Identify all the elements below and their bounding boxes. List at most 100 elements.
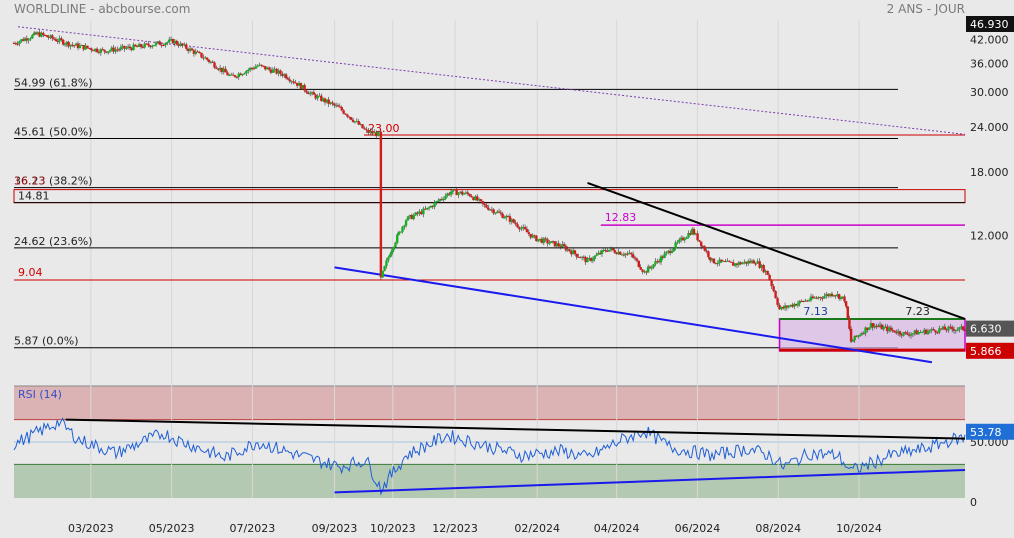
candle-body (896, 331, 900, 334)
candle-body (88, 47, 91, 49)
candle-body (924, 329, 928, 334)
candle-body (941, 326, 945, 329)
candle-body (641, 269, 644, 272)
candle-body (112, 47, 115, 52)
candle-body (241, 74, 244, 76)
candle-body (747, 261, 750, 264)
overbought-zone (14, 386, 965, 420)
candle-body (36, 32, 40, 35)
candle-body (444, 195, 447, 199)
candle-body (557, 243, 560, 247)
top-price-badge-box (966, 15, 1014, 32)
candle-body (78, 45, 82, 48)
candle-body (18, 41, 21, 44)
candle-body (71, 44, 74, 46)
candle-body (308, 92, 312, 95)
candle-body (461, 191, 464, 195)
candle-body (397, 231, 401, 235)
candle-body (687, 233, 690, 238)
candle-body (177, 44, 180, 46)
candle-body (331, 102, 334, 104)
candle-body (401, 226, 404, 232)
fib-overlap-label: 16.13 (14, 175, 46, 188)
x-tick-label: 10/2024 (836, 522, 882, 535)
candle-body (95, 48, 99, 52)
candle-body (800, 300, 803, 302)
candle-body (455, 189, 458, 196)
candle-body (860, 333, 864, 335)
candle-body (701, 246, 705, 248)
candle-body (414, 212, 417, 216)
candle-body (709, 257, 712, 261)
candle-body (756, 261, 759, 264)
candle-body (851, 340, 855, 342)
last-price-badge: 6.630 (970, 323, 1002, 336)
candle-body (873, 325, 876, 328)
candle-body (760, 265, 763, 268)
candlesticks (12, 29, 967, 344)
candle-body (562, 244, 566, 247)
candle-body (778, 304, 781, 310)
candle-body (699, 241, 703, 247)
candle-body (733, 263, 737, 266)
candle-body (593, 255, 596, 260)
candle-body (76, 43, 80, 48)
candle-body (228, 74, 231, 76)
candle-body (732, 262, 735, 266)
candle-body (147, 43, 150, 46)
candle-body (72, 45, 76, 47)
candle-body (559, 246, 562, 248)
candle-body (923, 329, 926, 333)
candle-body (575, 253, 578, 257)
candle-body (690, 229, 694, 235)
candle-body (793, 304, 796, 307)
candle-body (183, 44, 186, 46)
x-tick-label: 05/2023 (149, 522, 195, 535)
candle-body (540, 238, 544, 243)
candle-body (867, 327, 871, 331)
candle-body (798, 300, 801, 304)
candle-body (275, 68, 278, 74)
candle-body (710, 258, 714, 261)
candle-body (830, 293, 834, 297)
candle-body (602, 249, 605, 251)
price-tick-label: 12.000 (970, 230, 1009, 243)
candle-body (194, 51, 197, 54)
candle-body (299, 83, 303, 90)
candle-body (175, 40, 178, 45)
candle-body (424, 208, 427, 210)
candle-body (51, 35, 54, 39)
candle-body (12, 43, 16, 45)
candle-body (45, 35, 49, 37)
price-tick-label: 42.000 (970, 33, 1009, 46)
fib-level-label: 36.23 (38.2%) (14, 175, 93, 188)
candle-body (615, 252, 618, 255)
candle-body (149, 45, 152, 48)
candle-body (802, 300, 805, 302)
candle-body (106, 51, 110, 53)
candle-body (875, 325, 878, 327)
candle-body (752, 260, 756, 264)
candle-body (902, 332, 905, 336)
candle-body (126, 46, 130, 48)
candle-body (239, 73, 242, 76)
candle-body (494, 212, 497, 214)
candle-body (416, 212, 419, 214)
candle-body (99, 49, 103, 53)
candle-body (670, 251, 674, 254)
candle-body (525, 229, 529, 233)
candle-body (846, 306, 849, 319)
candle-body (154, 42, 158, 46)
candle-body (60, 38, 63, 41)
candle-body (123, 45, 126, 49)
price-tick-label: 30.000 (970, 86, 1009, 99)
candle-body (958, 327, 961, 330)
candle-body (204, 57, 207, 59)
candle-body (963, 329, 967, 331)
candle-body (535, 235, 538, 242)
candle-body (692, 229, 696, 235)
candle-body (279, 70, 282, 74)
candle-body (357, 121, 360, 125)
candle-body (917, 332, 920, 335)
